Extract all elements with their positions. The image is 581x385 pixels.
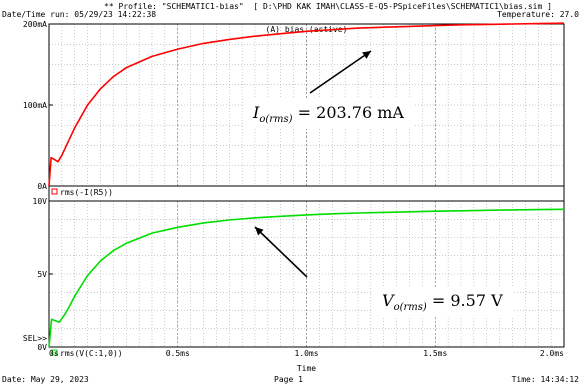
legend-label: rms(-I(R5))	[60, 188, 113, 197]
legend-marker	[51, 188, 58, 195]
footer-time: Time: 14:34:12	[511, 375, 579, 384]
x-tick-label: 1.5ms	[423, 349, 447, 358]
y-tick-label: 0V	[37, 343, 47, 352]
current-arrow	[309, 50, 372, 94]
x-axis-label: Time	[297, 364, 316, 373]
x-tick-label: 2.0ms	[540, 349, 564, 358]
x-tick-label: 1.0ms	[294, 349, 318, 358]
panel-title: (A) bias (active)	[266, 25, 348, 34]
footer-page: Page 1	[274, 375, 303, 384]
x-tick-label: 0s	[49, 349, 59, 358]
x-tick-label: 0.5ms	[166, 349, 190, 358]
y-tick-label: 100mA	[23, 101, 47, 110]
temperature: Temperature: 27.0	[497, 10, 579, 19]
current-arrow-head	[362, 51, 371, 59]
run-datetime: Date/Time run: 05/29/23 14:22:38	[2, 10, 157, 19]
current-annotation: Io(rms) = 203.76 mA	[243, 99, 414, 129]
profile-line: ** Profile: "SCHEMATIC1-bias" [ D:\PHD K…	[104, 2, 552, 11]
y-tick-label: 200mA	[23, 20, 47, 29]
legend-marker	[51, 349, 58, 356]
voltage-annotation: Vo(rms) = 9.57 V	[372, 287, 513, 317]
sel-marker: SEL>>	[23, 334, 47, 343]
y-tick-label: 5V	[37, 270, 47, 279]
footer-date: Date: May 29, 2023	[2, 375, 89, 384]
voltage-arrow-head	[255, 227, 264, 236]
y-tick-label: 0A	[37, 182, 47, 191]
y-tick-label: 10V	[33, 197, 48, 206]
legend-label: rms(V(C:1,0))	[60, 349, 123, 358]
voltage-arrow	[254, 226, 308, 278]
series-line	[48, 208, 565, 348]
series-line	[48, 22, 565, 187]
